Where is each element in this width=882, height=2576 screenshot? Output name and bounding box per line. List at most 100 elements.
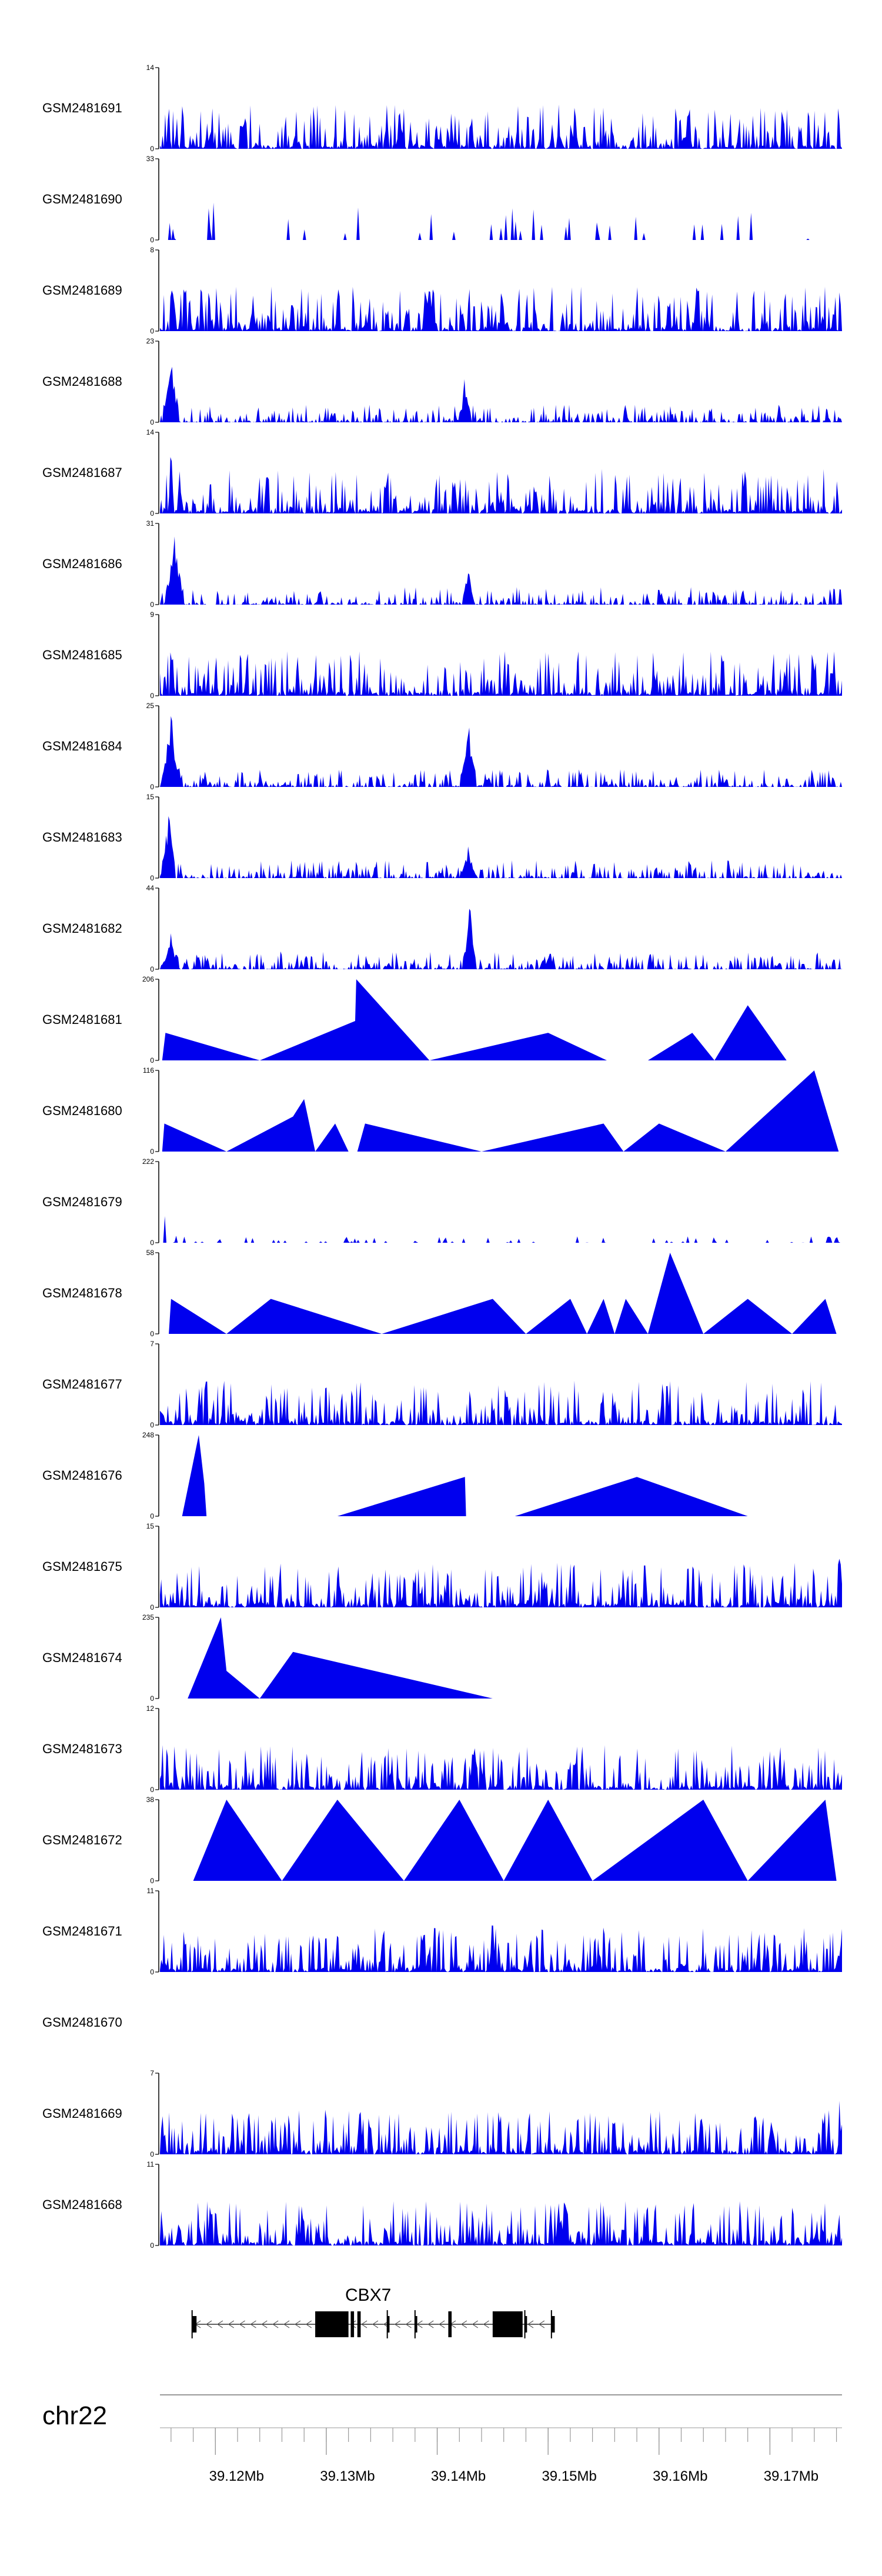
track-GSM2481683: GSM2481683 15 0 xyxy=(42,793,842,882)
track-label: GSM2481687 xyxy=(42,465,122,480)
track-GSM2481688: GSM2481688 23 0 xyxy=(42,337,842,426)
track-GSM2481673: GSM2481673 12 0 xyxy=(42,1704,842,1794)
strand-chevron xyxy=(460,2320,467,2328)
strand-chevron xyxy=(427,2320,434,2328)
track-label: GSM2481686 xyxy=(42,556,122,571)
y-tick-label-max: 15 xyxy=(146,1522,155,1530)
track-label: GSM2481684 xyxy=(42,739,122,753)
strand-chevron xyxy=(538,2320,545,2328)
coverage-area xyxy=(160,2101,842,2154)
y-tick-label-max: 14 xyxy=(146,64,155,72)
coverage-area xyxy=(169,1253,837,1334)
track-GSM2481677: GSM2481677 7 0 xyxy=(42,1340,842,1429)
y-tick-label-min: 0 xyxy=(150,1968,154,1976)
y-tick-label-max: 235 xyxy=(142,1613,154,1621)
y-tick-label-min: 0 xyxy=(150,418,154,426)
coverage-area xyxy=(160,457,842,513)
gene-exon xyxy=(387,2316,390,2333)
track-label: GSM2481668 xyxy=(42,2197,122,2212)
track-GSM2481670: GSM2481670 xyxy=(42,2015,122,2030)
track-label: GSM2481688 xyxy=(42,374,122,389)
y-tick-label-max: 14 xyxy=(146,428,155,436)
gene-exon xyxy=(524,2316,527,2333)
coverage-area xyxy=(160,536,842,605)
coverage-area xyxy=(160,909,842,969)
track-label: GSM2481673 xyxy=(42,1741,122,1756)
track-GSM2481681: GSM2481681 206 0 xyxy=(42,975,787,1065)
y-tick-label-min: 0 xyxy=(150,2150,154,2158)
track-GSM2481691: GSM2481691 14 0 xyxy=(42,64,842,153)
y-tick-label-max: 15 xyxy=(146,793,155,801)
y-tick-label-min: 0 xyxy=(150,783,154,791)
track-GSM2481685: GSM2481685 9 0 xyxy=(42,610,842,700)
gene-exon xyxy=(551,2316,555,2333)
y-tick-label-max: 11 xyxy=(147,1887,155,1895)
x-tick-label: 39.15Mb xyxy=(542,2468,596,2484)
track-GSM2481672: GSM2481672 38 0 xyxy=(42,1796,837,1885)
track-label: GSM2481677 xyxy=(42,1377,122,1392)
gene-label: CBX7 xyxy=(345,2285,391,2305)
strand-chevron xyxy=(216,2320,223,2328)
x-tick-label: 39.17Mb xyxy=(764,2468,818,2484)
gene-track: CBX7 xyxy=(191,2285,555,2338)
y-tick-label-min: 0 xyxy=(150,509,154,518)
y-tick-label-min: 0 xyxy=(150,1512,154,1520)
coverage-area xyxy=(193,1800,837,1881)
y-tick-label-min: 0 xyxy=(150,1147,154,1156)
track-label: GSM2481678 xyxy=(42,1286,122,1300)
track-GSM2481675: GSM2481675 15 0 xyxy=(42,1522,842,1611)
y-tick-label-min: 0 xyxy=(150,327,154,335)
track-label: GSM2481682 xyxy=(42,921,122,936)
strand-chevron xyxy=(483,2320,489,2328)
y-tick-label-max: 33 xyxy=(146,155,155,163)
strand-chevron xyxy=(350,2320,356,2328)
y-tick-label-max: 11 xyxy=(147,2160,155,2168)
track-GSM2481687: GSM2481687 14 0 xyxy=(42,428,842,518)
coverage-area xyxy=(160,1216,842,1243)
track-GSM2481678: GSM2481678 58 0 xyxy=(42,1249,837,1338)
coverage-area xyxy=(160,366,842,422)
strand-chevron xyxy=(394,2320,400,2328)
track-label: GSM2481676 xyxy=(42,1468,122,1483)
coverage-area xyxy=(182,1435,748,1516)
y-tick-label-min: 0 xyxy=(150,1330,154,1338)
y-tick-label-max: 31 xyxy=(146,519,155,528)
track-label: GSM2481680 xyxy=(42,1103,122,1118)
track-GSM2481680: GSM2481680 116 0 xyxy=(42,1066,839,1156)
y-tick-label-min: 0 xyxy=(150,1421,154,1429)
y-tick-label-min: 0 xyxy=(150,2241,154,2250)
coverage-area xyxy=(160,2201,842,2245)
y-tick-label-max: 7 xyxy=(150,1340,154,1348)
strand-chevron xyxy=(272,2320,279,2328)
strand-chevron xyxy=(405,2320,412,2328)
gene-exon xyxy=(492,2311,523,2337)
track-GSM2481690: GSM2481690 33 0 xyxy=(42,155,842,244)
strand-chevron xyxy=(439,2320,445,2328)
strand-chevron xyxy=(361,2320,368,2328)
y-tick-label-max: 222 xyxy=(142,1157,154,1166)
coverage-area xyxy=(160,651,842,696)
track-label: GSM2481685 xyxy=(42,648,122,662)
genome-axis: chr22 39.12Mb 39.13Mb 39.14Mb 39.15Mb 39.16M… xyxy=(42,2394,842,2484)
y-tick-label-min: 0 xyxy=(150,1056,154,1065)
track-GSM2481684: GSM2481684 25 0 xyxy=(42,702,842,791)
x-tick-label: 39.13Mb xyxy=(320,2468,375,2484)
coverage-area xyxy=(160,1559,842,1607)
coverage-tracks: GSM2481691140GSM2481690330GSM248168980GS… xyxy=(42,64,842,2250)
track-GSM2481682: GSM2481682 44 0 xyxy=(42,884,842,973)
strand-chevron xyxy=(527,2320,534,2328)
gene-exon xyxy=(448,2311,452,2337)
y-tick-label-min: 0 xyxy=(150,692,154,700)
gene-exon xyxy=(315,2311,349,2337)
coverage-area xyxy=(160,1745,842,1790)
gene-exon xyxy=(350,2311,355,2337)
strand-chevron xyxy=(239,2320,245,2328)
y-tick-label-min: 0 xyxy=(150,1694,154,1703)
y-tick-label-max: 206 xyxy=(142,975,154,983)
track-label: GSM2481691 xyxy=(42,101,122,115)
track-GSM2481679: GSM2481679 222 0 xyxy=(42,1157,842,1247)
y-tick-label-min: 0 xyxy=(150,965,154,973)
track-GSM2481669: GSM2481669 7 0 xyxy=(42,2069,842,2158)
coverage-area xyxy=(160,1925,842,1972)
